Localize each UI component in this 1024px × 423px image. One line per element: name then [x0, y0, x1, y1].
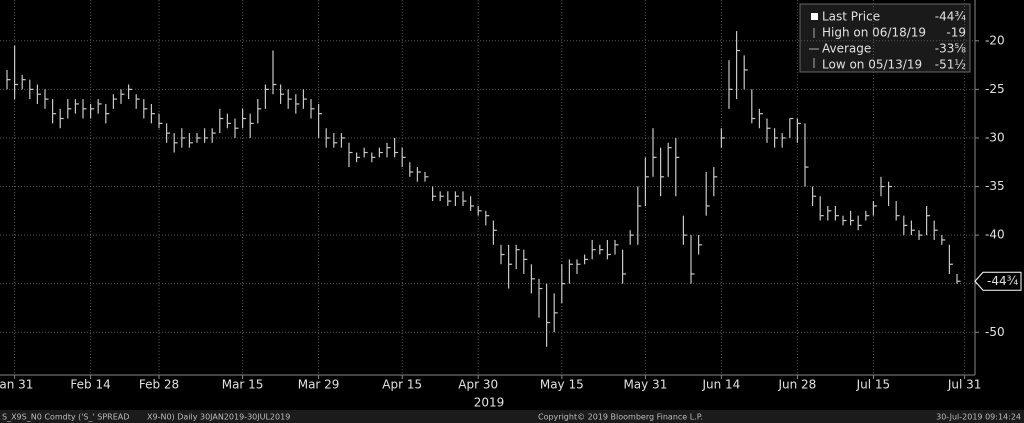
last-price-label: -44¾ [987, 274, 1019, 288]
x-year-label: 2019 [474, 396, 505, 410]
legend-value: -33⅝ [935, 42, 967, 56]
y-tick-label: -25 [985, 82, 1005, 96]
x-tick-label: Jul 15 [856, 378, 891, 392]
footer-range: X9-N0) Daily 30JAN2019-30JUL2019 [147, 413, 290, 422]
last-price-tag [974, 271, 1022, 291]
footer-timestamp: 30-Jul-2019 09:14:24 [936, 413, 1021, 422]
x-tick-label: Feb 14 [70, 378, 110, 392]
x-tick-label: Apr 15 [382, 378, 422, 392]
x-tick-label: May 15 [540, 378, 584, 392]
x-tick-label: Jun 14 [701, 378, 740, 392]
footer-copyright: Copyright© 2019 Bloomberg Finance L.P. [538, 413, 703, 422]
legend-value: -44¾ [935, 10, 967, 24]
legend-label: High on 06/18/19 [822, 26, 926, 40]
x-tick-label: Jan 31 [0, 378, 33, 392]
legend-value: -19 [946, 26, 966, 40]
footer-ticker: S_X9S_N0 Comdty ('S_' SPREAD [2, 413, 129, 422]
legend-icon [811, 13, 818, 20]
x-tick-label: Jun 28 [777, 378, 816, 392]
x-tick-label: Feb 28 [139, 378, 179, 392]
x-tick-label: Mar 15 [222, 378, 264, 392]
legend-value: -51½ [935, 58, 966, 72]
x-tick-label: Mar 29 [298, 378, 340, 392]
y-tick-label: -20 [985, 33, 1005, 47]
x-tick-label: Jul 31 [947, 378, 982, 392]
y-tick-label: -30 [985, 130, 1005, 144]
y-tick-label: -40 [985, 228, 1005, 242]
legend-label: Low on 05/13/19 [822, 58, 922, 72]
footer-bar [0, 410, 1024, 423]
x-tick-label: Apr 30 [458, 378, 498, 392]
legend-label: Last Price [822, 10, 880, 24]
y-tick-label: -50 [985, 325, 1005, 339]
legend-label: Average [822, 42, 871, 56]
y-tick-label: -35 [985, 179, 1005, 193]
x-tick-label: May 31 [623, 378, 667, 392]
legend-box [799, 3, 971, 73]
